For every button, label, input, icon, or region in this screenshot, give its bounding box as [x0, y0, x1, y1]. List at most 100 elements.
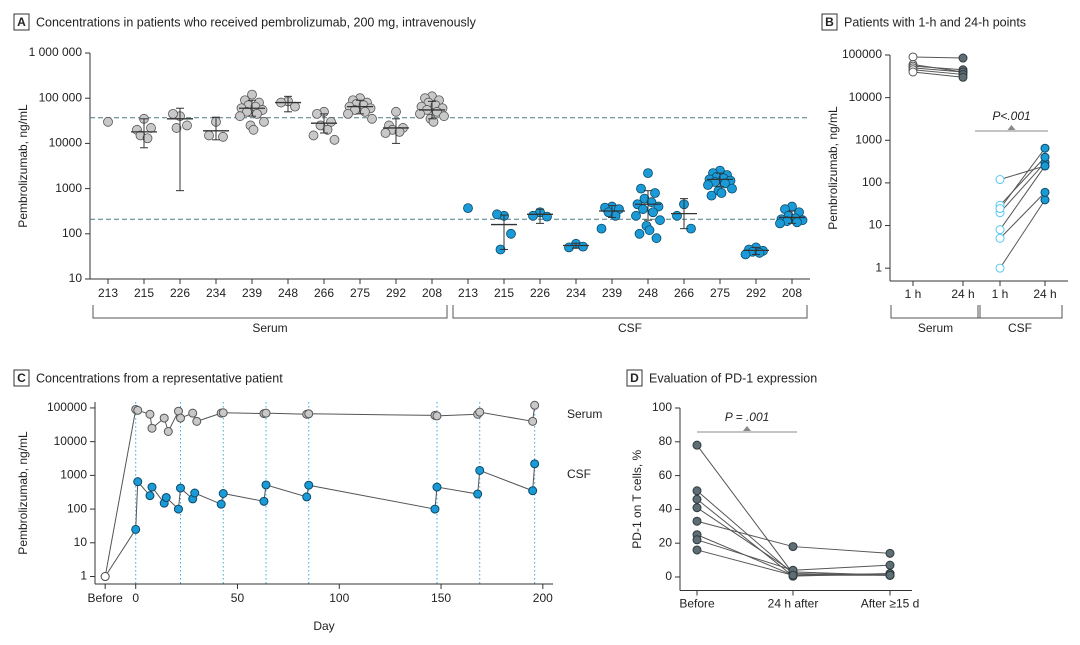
data-point [644, 225, 655, 236]
series-line [912, 56, 964, 59]
data-point [672, 210, 682, 221]
group-label: CSF [1008, 321, 1032, 335]
data-point [638, 204, 648, 215]
y-tick-label: 10 [869, 218, 883, 232]
y-tick-label: 100 000 [39, 90, 83, 104]
data-point [692, 545, 702, 555]
group-label: Serum [918, 321, 953, 335]
y-tick-label: 60 [659, 468, 673, 482]
data-point [248, 124, 259, 135]
data-point [528, 210, 538, 221]
data-point [463, 203, 473, 214]
data-point [792, 217, 802, 228]
y-tick-label: 10 [74, 535, 88, 549]
data-point [218, 488, 228, 498]
data-point [578, 241, 588, 252]
panel-label-box [821, 13, 838, 31]
data-point [161, 493, 171, 503]
data-point [692, 535, 702, 545]
data-point [380, 128, 391, 138]
x-tick-label: Before [679, 597, 715, 611]
x-tick-label: 208 [782, 286, 802, 300]
x-tick-label: 100 [329, 591, 349, 605]
panel-label-box [13, 369, 30, 387]
data-point [530, 400, 540, 410]
y-tick-label: 1 [875, 260, 882, 274]
data-point [692, 486, 702, 496]
data-point [651, 233, 662, 244]
x-tick-label: 292 [746, 286, 766, 300]
data-point [100, 572, 110, 582]
data-point [506, 228, 516, 239]
data-point [147, 423, 157, 433]
x-tick-label: 208 [422, 286, 442, 300]
panel-label-box [626, 369, 643, 387]
data-point [326, 116, 336, 127]
x-tick-label: 234 [206, 286, 226, 300]
data-point [885, 548, 895, 558]
x-tick-label: 239 [242, 286, 262, 300]
y-tick-label: 100000 [47, 400, 87, 414]
data-point [133, 477, 143, 487]
x-tick-label: 292 [386, 286, 406, 300]
y-tick-label: 1000 [855, 132, 882, 146]
data-point [322, 124, 333, 135]
series-line [696, 498, 891, 577]
data-point [475, 465, 485, 475]
data-point [995, 225, 1005, 235]
x-tick-label: 275 [350, 286, 370, 300]
data-point [439, 111, 449, 122]
series-line [696, 444, 891, 576]
data-point [655, 215, 665, 226]
x-tick-label: 1 h [992, 287, 1009, 301]
data-point [259, 496, 269, 506]
y-axis-label: PD-1 on T cells, % [630, 449, 644, 548]
y-tick-label: 1 [80, 569, 87, 583]
data-point [145, 409, 155, 419]
x-tick-label: 1 h [905, 287, 922, 301]
data-point [692, 516, 702, 526]
data-point [175, 483, 185, 493]
x-tick-label: 266 [314, 286, 334, 300]
data-point [147, 482, 157, 492]
panel-label: A [17, 15, 26, 29]
data-point [133, 405, 143, 415]
data-point [367, 113, 377, 124]
series-line [912, 71, 964, 78]
data-point [159, 413, 169, 423]
data-point [596, 223, 607, 234]
y-axis-label: Pembrolizumab, ng/mL [16, 431, 30, 555]
group-bracket [890, 305, 981, 319]
data-point [492, 209, 502, 220]
x-tick-label: 24 h [1033, 287, 1056, 301]
y-axis-label: Pembrolizumab, ng/mL [826, 106, 840, 230]
data-point [360, 106, 370, 117]
data-point [958, 72, 968, 82]
x-tick-label: 266 [674, 286, 694, 300]
y-tick-label: 100 [652, 400, 672, 414]
group-bracket [452, 305, 808, 319]
panel-label: C [17, 371, 26, 385]
data-point [775, 218, 785, 229]
data-point [1040, 143, 1050, 153]
data-point [634, 228, 645, 239]
y-tick-label: 100 [67, 501, 87, 515]
y-tick-label: 100 [862, 175, 882, 189]
data-point [692, 440, 702, 450]
annotation-arrow [1007, 125, 1016, 130]
series-line [912, 69, 964, 75]
series-line [999, 156, 1046, 206]
data-point [542, 211, 552, 222]
data-point [530, 459, 540, 469]
group-label: Serum [252, 321, 287, 335]
x-tick-label: 24 h [951, 287, 974, 301]
data-point [650, 188, 660, 198]
data-point [885, 560, 895, 570]
data-point [908, 67, 918, 77]
data-point [692, 494, 702, 504]
series-line [999, 165, 1046, 181]
data-point [703, 180, 713, 190]
panel-title: Evaluation of PD-1 expression [649, 371, 817, 385]
data-point [958, 53, 968, 63]
data-point [259, 116, 269, 127]
